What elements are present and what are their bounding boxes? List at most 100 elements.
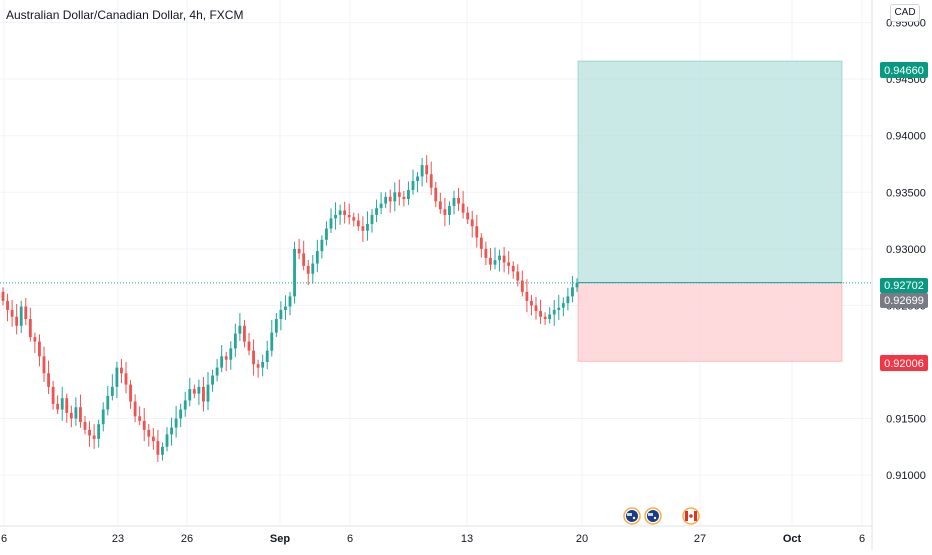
candle-body	[511, 265, 515, 272]
candle-body	[484, 248, 488, 258]
candle-body	[261, 361, 265, 368]
candles	[1, 155, 579, 462]
candle-body	[329, 218, 333, 229]
candle-body	[233, 333, 237, 349]
target-zone[interactable]	[577, 60, 843, 284]
candle-body	[133, 401, 137, 417]
candle-body	[60, 398, 64, 410]
candle-body	[224, 356, 228, 360]
candle-body	[397, 192, 401, 197]
candle-body	[466, 212, 470, 220]
target-price-label: 0.94660	[884, 65, 924, 77]
economic-events[interactable]	[623, 507, 700, 525]
candle-body	[393, 192, 397, 202]
candle-body	[247, 341, 251, 351]
candle-body	[202, 386, 205, 402]
candle-body	[51, 386, 55, 404]
candle-body	[124, 373, 128, 385]
candle-body	[302, 253, 306, 266]
candle-body	[69, 412, 73, 419]
candle-body	[47, 373, 50, 387]
candle-body	[293, 248, 296, 297]
candle-body	[548, 314, 552, 319]
candle-body	[543, 316, 547, 319]
candle-body	[407, 190, 410, 200]
candle-body	[452, 197, 456, 206]
price-axis[interactable]	[0, 0, 873, 550]
candle-body	[192, 389, 196, 394]
candle-body	[475, 226, 479, 238]
price-tick-label: 0.93500	[886, 187, 926, 199]
price-tags: 0.94660 0.92702 0.92699 0.92006	[880, 62, 928, 371]
candle-body	[315, 251, 319, 264]
candle-body	[479, 237, 483, 249]
candle-body	[24, 306, 28, 319]
time-tick-label: 13	[461, 533, 473, 545]
candle-body	[6, 300, 9, 310]
candle-body	[56, 403, 60, 410]
candle-body	[243, 325, 246, 342]
candle-body	[179, 409, 183, 419]
entry-price-label: 0.92702	[884, 280, 924, 292]
candle-body	[220, 356, 224, 368]
candle-body	[156, 441, 160, 455]
price-tick-label: 0.93000	[886, 244, 926, 256]
candle-body	[388, 196, 392, 202]
candle-body	[120, 367, 123, 374]
candle-body	[33, 337, 37, 342]
candle-body	[15, 316, 19, 326]
candle-body	[288, 296, 292, 307]
candle-body	[311, 263, 315, 274]
candle-body	[557, 307, 561, 310]
candle-body	[197, 386, 201, 394]
currency-badge[interactable]: CAD	[890, 4, 920, 22]
candle-body	[361, 226, 365, 231]
candle-body	[92, 435, 96, 439]
candle-body	[206, 384, 210, 402]
candle-body	[420, 165, 424, 177]
stop-zone[interactable]	[577, 282, 843, 362]
candle-body	[88, 429, 91, 436]
australia-flag-icon[interactable]	[623, 507, 641, 525]
candle-body	[161, 446, 164, 455]
grid	[0, 0, 872, 526]
chart-title: Australian Dollar/Canadian Dollar, 4h, F…	[6, 8, 244, 22]
candle-body	[571, 287, 574, 297]
candle-body	[165, 434, 169, 447]
time-tick-label: 26	[181, 533, 193, 545]
candle-body	[457, 197, 460, 204]
candle-body	[297, 248, 301, 254]
candle-body	[256, 364, 260, 368]
candle-body	[516, 271, 520, 281]
candle-body	[375, 208, 378, 215]
candle-body	[343, 210, 347, 215]
position-tool[interactable]	[0, 60, 872, 362]
candle-body	[575, 282, 579, 288]
candle-body	[411, 180, 415, 191]
candle-body	[498, 255, 501, 261]
candle-body	[356, 220, 360, 227]
candle-body	[507, 262, 511, 266]
stop-price-label: 0.92006	[884, 358, 924, 370]
candle-body	[138, 416, 142, 421]
candle-body	[274, 318, 278, 333]
candle-body	[416, 176, 419, 181]
price-tick-label: 0.94000	[886, 131, 926, 143]
candle-body	[366, 223, 369, 231]
time-tick-label: 20	[576, 533, 588, 545]
candle-body	[461, 203, 465, 213]
time-axis-ticks: 6 23 26 Sep 6 13 20 27 Oct 6	[1, 533, 865, 545]
candle-body	[42, 356, 46, 374]
canada-flag-icon[interactable]	[682, 507, 700, 525]
candle-body	[429, 174, 433, 188]
time-tick-label: Oct	[783, 533, 802, 545]
candle-body	[115, 367, 119, 387]
australia-flag-icon[interactable]	[644, 507, 662, 525]
candle-body	[402, 196, 406, 200]
candle-body	[520, 280, 524, 292]
candle-body	[79, 407, 82, 422]
candle-body	[279, 309, 283, 319]
candle-body	[188, 389, 192, 401]
